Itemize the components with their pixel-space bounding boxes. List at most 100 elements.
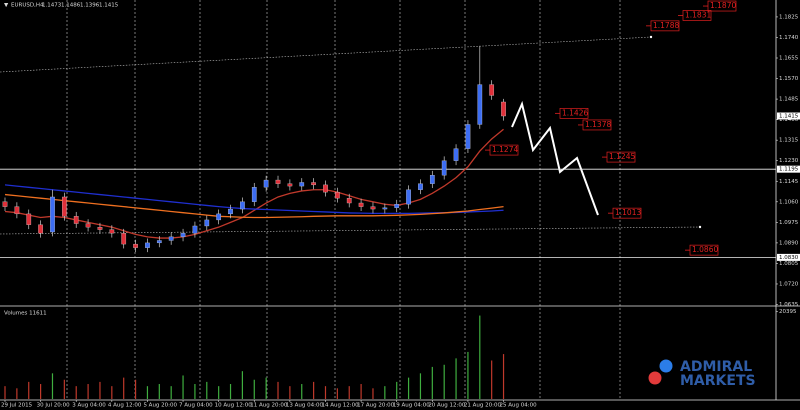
candle-body (418, 183, 423, 190)
candle-body (287, 183, 293, 187)
x-tick-label: 17 Aug 20:00 (357, 403, 395, 409)
header-arrow: ▼ (4, 3, 9, 9)
candle-body (97, 227, 103, 230)
y-tick-label: 1.1145 (779, 179, 799, 185)
candle-body (228, 208, 233, 215)
candle-body (109, 229, 115, 234)
candle-body (145, 242, 150, 248)
symbol: EURUSD,H4 (11, 3, 44, 9)
x-tick-label: 20 Aug 12:00 (428, 403, 466, 409)
x-tick-label: 7 Aug 04:00 (179, 403, 213, 409)
period-separators (66, 0, 621, 400)
trend-line (0, 36, 652, 73)
current-price-label: 1.1415 (779, 114, 799, 120)
x-tick-label: 3 Aug 04:00 (72, 403, 106, 409)
annotation-box (559, 107, 589, 119)
y-tick-label: 1.1570 (779, 76, 799, 82)
candle-body (240, 201, 245, 210)
y-tick-label: 1.0720 (779, 281, 799, 287)
logo-text: ADMIRAL (680, 359, 752, 375)
x-tick-label: 5 Aug 20:00 (143, 403, 177, 409)
annotation-label: 1.1013 (615, 208, 641, 217)
annotation-label: 1.0860 (692, 245, 718, 254)
candle-body (251, 187, 257, 202)
annotation-box (682, 10, 712, 21)
header-high: 1.1486 (61, 3, 81, 9)
x-tick-label: 14 Aug 12:00 (321, 403, 359, 409)
trend-line (0, 226, 701, 235)
x-tick-label: 4 Aug 12:00 (108, 403, 142, 409)
candle-body (73, 216, 79, 224)
candle-body (489, 84, 495, 96)
candle-body (14, 206, 20, 215)
x-tick-label: 11 Aug 20:00 (250, 403, 288, 409)
y-tick-label: 1.1655 (779, 56, 799, 62)
candle-body (156, 240, 162, 244)
candle-body (299, 182, 305, 187)
annotation-box (650, 20, 680, 32)
candle-body (62, 196, 67, 217)
candle-body (192, 225, 198, 234)
candle-body (406, 189, 411, 205)
candle-body (26, 213, 32, 225)
annotation-label: 1.1831 (685, 10, 711, 19)
candle-body (180, 233, 186, 237)
y-tick-label: 1.1825 (779, 14, 799, 20)
annotation-box (606, 151, 636, 163)
candle-body (168, 236, 174, 241)
candle-body (204, 219, 210, 227)
moving-average (4, 193, 504, 219)
y-tick-label: 1.1740 (779, 35, 799, 41)
x-tick-label: 25 Aug 04:00 (500, 403, 538, 409)
y-tick-label: 1.0975 (779, 220, 799, 226)
volume-tick-label: 20395 (779, 309, 797, 315)
annotation-label: 1.1245 (609, 152, 635, 161)
candle-body (465, 124, 471, 149)
annotation-box (612, 207, 642, 219)
level-label: 1.0830 (779, 255, 799, 261)
candle-body (263, 179, 269, 188)
trend-anchor (649, 35, 653, 39)
candle-body (394, 204, 400, 208)
annotation-label: 1.1788 (653, 21, 679, 30)
candle-body (429, 175, 435, 184)
candle-body (38, 224, 43, 234)
candle-body (477, 84, 483, 125)
annotation-label: 1.1378 (585, 120, 611, 129)
logo-dot (659, 359, 673, 373)
volume-title: Volumes 11611 (4, 311, 47, 317)
candle-body (382, 207, 388, 210)
header-open: 1.1473 (42, 3, 62, 9)
candle-body (50, 196, 55, 233)
candle-body (453, 148, 459, 161)
y-tick-label: 1.0890 (779, 240, 799, 246)
level-label: 1.1195 (779, 167, 799, 173)
annotation-box (582, 119, 612, 131)
candle-body (216, 213, 222, 221)
header-close: 1.1415 (99, 3, 119, 9)
annotation-label: 1.1426 (562, 108, 588, 117)
x-tick-label: 30 Jul 20:00 (37, 403, 70, 409)
logo: ADMIRAL MARKETS (648, 359, 756, 389)
forecast-path (511, 100, 599, 216)
annotation-box (707, 0, 737, 12)
candle-body (311, 182, 316, 186)
annotation-label: 1.1870 (710, 1, 736, 10)
y-tick-label: 1.0635 (779, 302, 799, 308)
candle-body (275, 179, 281, 184)
candle-body (2, 201, 8, 207)
level-label-box (777, 165, 800, 173)
y-tick-label: 1.1060 (779, 199, 799, 205)
candle-body (323, 184, 328, 193)
x-tick-label: 13 Aug 04:00 (286, 403, 324, 409)
y-tick-label: 1.1485 (779, 97, 799, 103)
candle-body (121, 233, 127, 245)
annotation-box (489, 144, 519, 156)
annotation-box (689, 244, 719, 256)
x-tick-label: 10 Aug 12:00 (215, 403, 253, 409)
y-tick-label: 1.1315 (779, 138, 799, 144)
candle-body (501, 101, 506, 117)
candle-body (346, 198, 352, 204)
logo-text: MARKETS (680, 373, 756, 389)
trend-anchor (698, 225, 702, 229)
